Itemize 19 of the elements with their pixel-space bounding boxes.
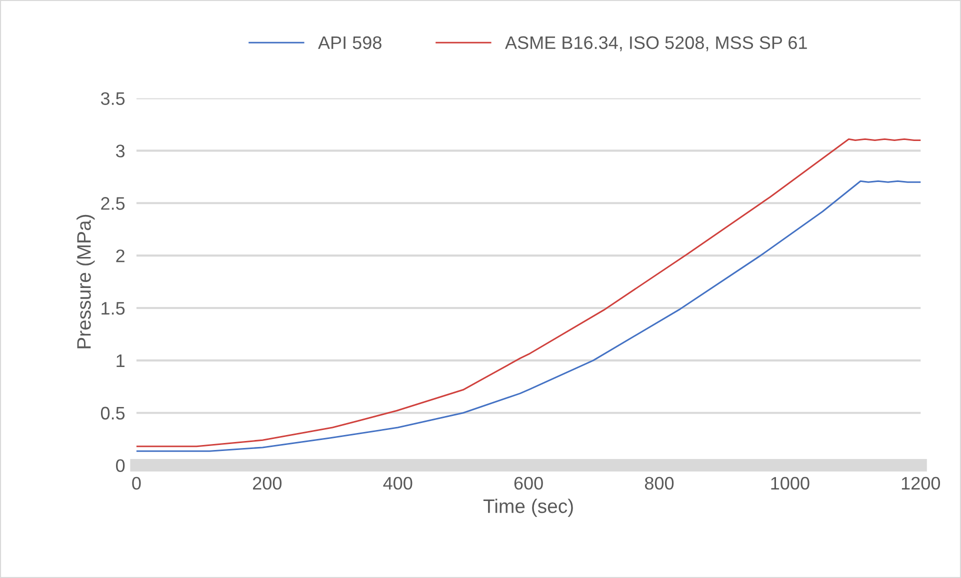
y-tick-label: 2 <box>116 249 124 262</box>
x-tick-label: 0 <box>132 476 141 490</box>
x-tick-label: 400 <box>383 476 412 490</box>
y-tick-label: 3.5 <box>100 92 125 105</box>
y-tick-label: 1 <box>116 354 124 367</box>
x-tick-label: 600 <box>514 476 543 490</box>
y-tick-label: 2.5 <box>101 197 125 210</box>
y-tick-label: 0 <box>116 459 125 472</box>
y-axis-title: Pressure (MPa) <box>76 214 95 348</box>
x-tick-label: 1000 <box>771 476 810 490</box>
y-tick-label: 0.5 <box>100 406 125 420</box>
legend-label: API 598 <box>318 36 382 50</box>
x-axis-title: Time (sec) <box>483 498 573 517</box>
x-tick-label: 1200 <box>902 476 940 490</box>
y-tick-label: 1.5 <box>102 302 125 315</box>
x-tick-label: 800 <box>644 476 674 490</box>
legend-label: ASME B16.34, ISO 5208, MSS SP 61 <box>505 36 807 52</box>
x-tick-label: 200 <box>253 476 282 490</box>
y-tick-label: 3 <box>116 144 125 158</box>
